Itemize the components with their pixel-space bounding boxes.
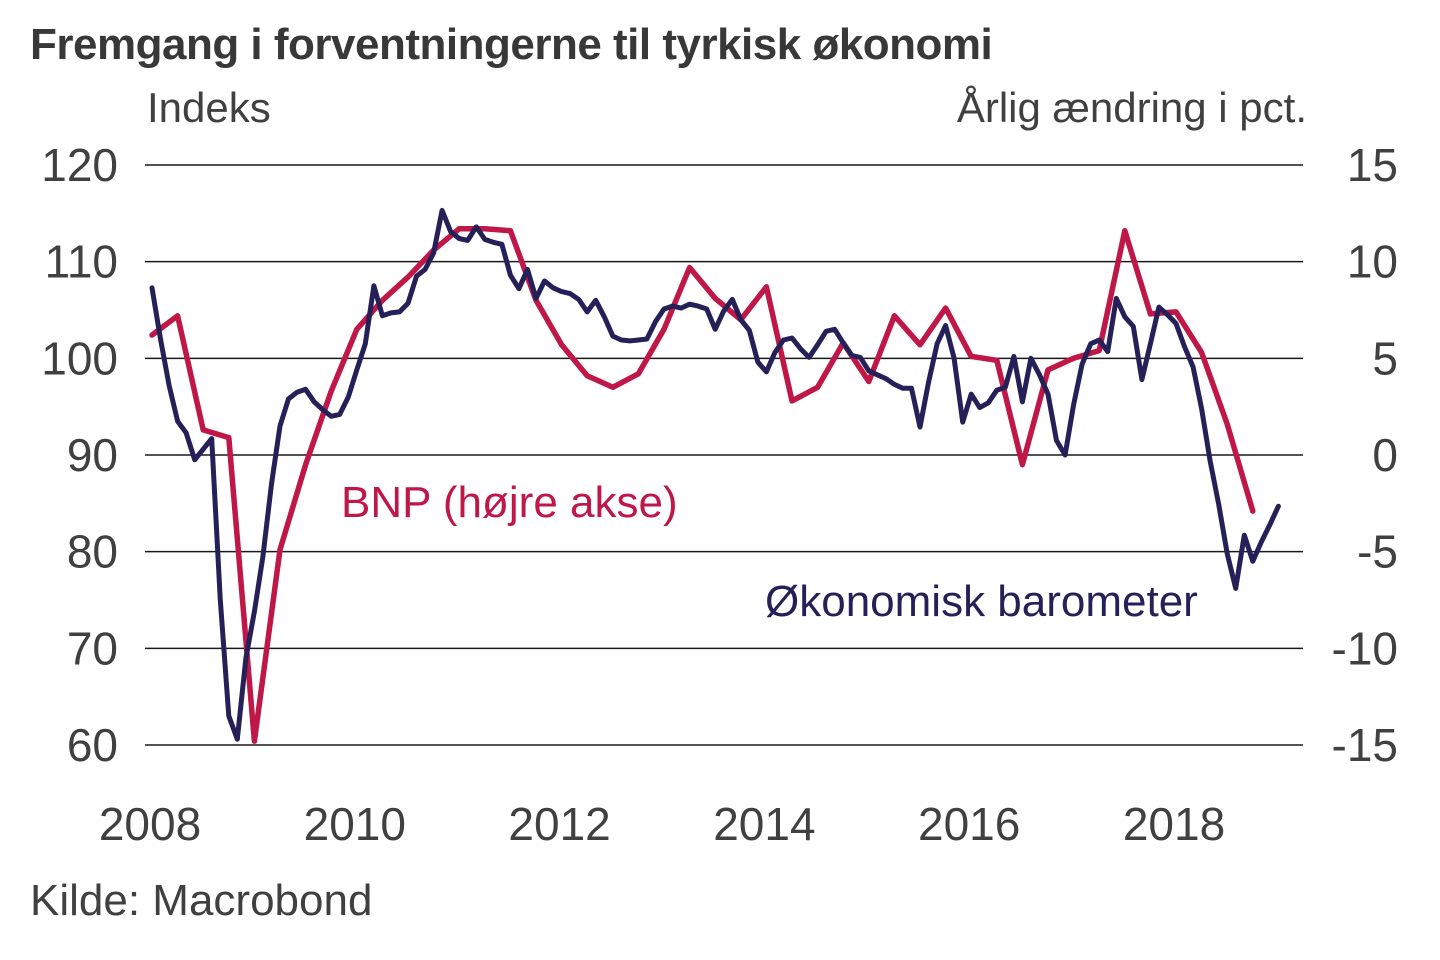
x-tick-label: 2016 [918,798,1020,850]
x-tick-label: 2012 [508,798,610,850]
y-tick-label-left: 90 [67,429,118,481]
right-axis-title: Årlig ændring i pct. [956,84,1307,131]
y-tick-label-right: 5 [1372,332,1398,384]
y-tick-label-right: 15 [1347,139,1398,191]
series-line-barometer [149,207,1281,742]
x-tick-label: 2008 [99,798,201,850]
y-tick-label-right: -15 [1332,719,1398,771]
left-axis-title: Indeks [147,84,271,131]
chart-title: Fremgang i forventningerne til tyrkisk ø… [30,20,993,69]
series-line-bnp [149,226,1256,744]
y-tick-label-left: 110 [45,236,118,288]
y-tick-label-left: 120 [41,139,118,191]
y-tick-label-left: 70 [67,622,118,674]
series-label-bnp: BNP (højre akse) [341,478,678,527]
y-tick-label-right: -10 [1332,622,1398,674]
x-tick-label: 2018 [1123,798,1225,850]
y-tick-label-right: -5 [1357,526,1398,578]
y-tick-label-left: 60 [67,719,118,771]
source-note: Kilde: Macrobond [30,876,373,925]
x-tick-label: 2014 [713,798,815,850]
y-tick-label-left: 80 [67,526,118,578]
series-label-barometer: Økonomisk barometer [765,577,1198,626]
y-tick-label-right: 10 [1347,236,1398,288]
x-tick-label: 2010 [304,798,406,850]
y-tick-label-right: 0 [1372,429,1398,481]
y-tick-label-left: 100 [41,332,118,384]
